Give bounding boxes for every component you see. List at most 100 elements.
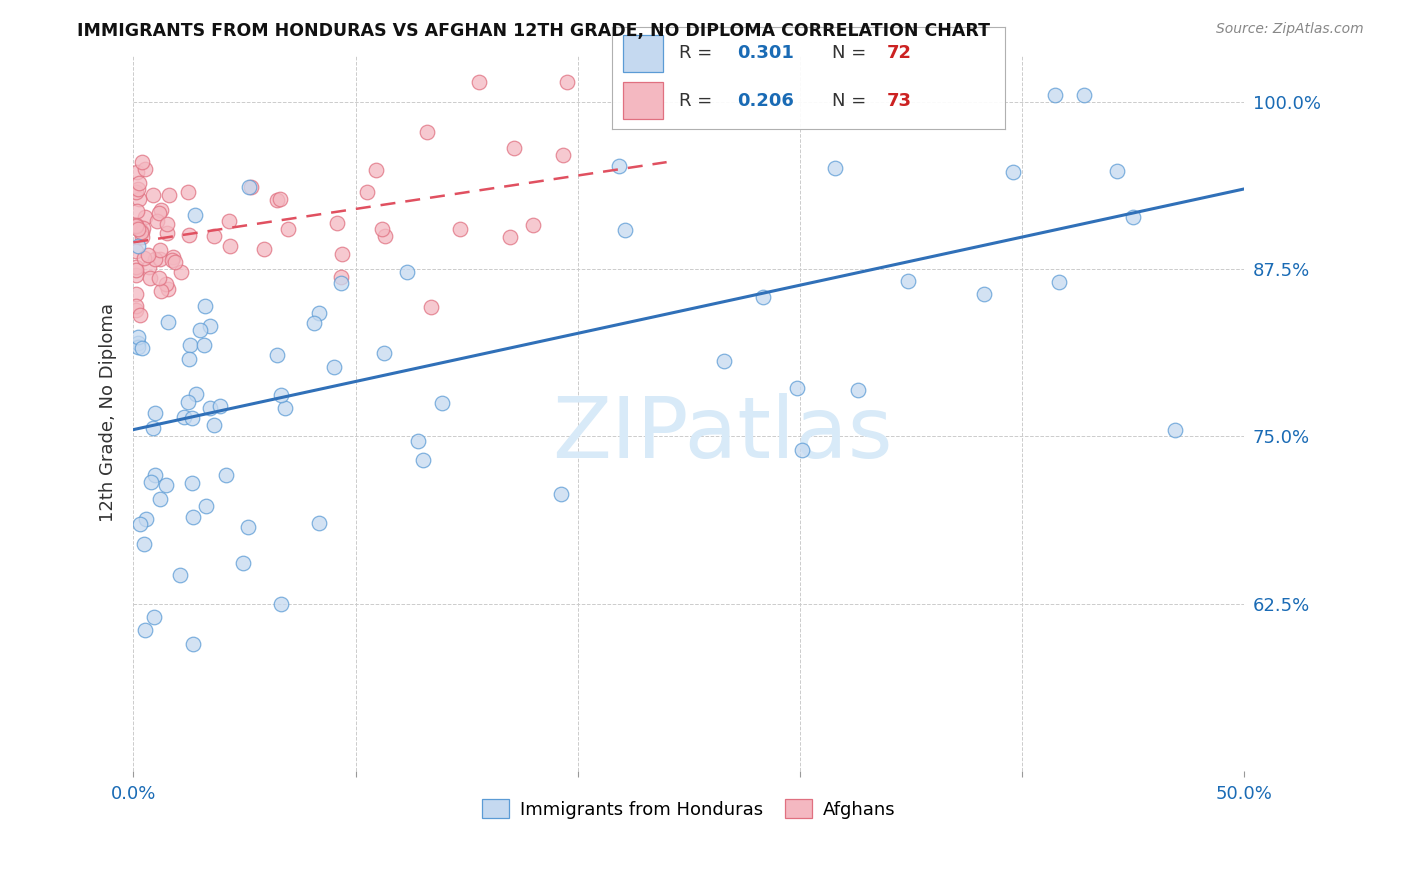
Point <box>179 337 201 351</box>
Point <box>125 263 148 277</box>
Point <box>156 282 179 296</box>
Point <box>786 381 808 395</box>
Point <box>1122 210 1144 224</box>
Point <box>184 386 207 401</box>
Point <box>239 180 262 194</box>
Point <box>266 193 288 207</box>
Point <box>139 271 162 285</box>
Point <box>751 289 773 303</box>
Legend: Immigrants from Honduras, Afghans: Immigrants from Honduras, Afghans <box>475 792 903 826</box>
Point <box>406 434 429 448</box>
Point <box>131 341 153 355</box>
Point <box>326 216 349 230</box>
Point <box>127 222 149 236</box>
Point <box>134 162 156 177</box>
Point <box>430 396 453 410</box>
Point <box>162 250 184 264</box>
Point <box>550 487 572 501</box>
Point <box>134 624 156 638</box>
Text: Source: ZipAtlas.com: Source: ZipAtlas.com <box>1216 22 1364 37</box>
Point <box>322 360 344 375</box>
Point <box>127 330 149 344</box>
Point <box>181 410 204 425</box>
Point <box>195 500 218 514</box>
Point <box>1164 423 1187 437</box>
Point <box>308 306 330 320</box>
Point <box>973 286 995 301</box>
Point <box>124 302 146 317</box>
Point <box>156 226 179 240</box>
Point <box>395 265 418 279</box>
Point <box>499 230 522 244</box>
Point <box>1045 88 1067 103</box>
Point <box>150 284 173 298</box>
Point <box>129 225 152 239</box>
Point <box>165 255 187 269</box>
Point <box>148 271 170 285</box>
Point <box>173 409 195 424</box>
Text: N =: N = <box>832 45 866 62</box>
Point <box>142 187 165 202</box>
Point <box>143 252 166 266</box>
Point <box>198 319 221 334</box>
Point <box>150 202 173 217</box>
Y-axis label: 12th Grade, No Diploma: 12th Grade, No Diploma <box>100 303 117 523</box>
Point <box>149 243 172 257</box>
Point <box>897 274 920 288</box>
Point <box>157 188 180 202</box>
Point <box>134 210 156 224</box>
Point <box>366 163 388 178</box>
Point <box>155 478 177 492</box>
Point <box>198 401 221 415</box>
Point <box>330 276 353 290</box>
Point <box>269 192 291 206</box>
Point <box>160 253 183 268</box>
Point <box>124 244 146 259</box>
Point <box>127 182 149 196</box>
Point <box>266 348 288 362</box>
Point <box>253 242 276 256</box>
Point <box>202 418 225 433</box>
Point <box>181 476 204 491</box>
Point <box>127 336 149 351</box>
Point <box>1105 163 1128 178</box>
Text: 0.206: 0.206 <box>738 92 794 110</box>
Point <box>143 468 166 483</box>
Point <box>551 148 574 162</box>
FancyBboxPatch shape <box>623 35 662 72</box>
Point <box>138 260 160 274</box>
Text: 0.301: 0.301 <box>738 45 794 62</box>
Point <box>136 248 159 262</box>
Point <box>129 308 152 322</box>
Point <box>184 208 207 222</box>
Point <box>169 568 191 582</box>
Text: N =: N = <box>832 92 866 110</box>
Point <box>135 512 157 526</box>
Point <box>308 516 330 530</box>
Point <box>124 287 146 301</box>
Point <box>170 265 193 279</box>
Point <box>125 219 148 233</box>
Text: R =: R = <box>679 45 711 62</box>
Point <box>374 228 396 243</box>
Point <box>148 205 170 219</box>
Point <box>131 225 153 239</box>
Point <box>149 252 172 267</box>
FancyBboxPatch shape <box>623 82 662 119</box>
Point <box>179 351 201 366</box>
Point <box>329 270 352 285</box>
Text: ZIPatlas: ZIPatlas <box>553 392 893 476</box>
Point <box>194 299 217 313</box>
Point <box>127 164 149 178</box>
Point <box>607 159 630 173</box>
Point <box>139 475 162 490</box>
Point <box>132 536 155 550</box>
Point <box>370 221 392 235</box>
Point <box>277 222 299 236</box>
Point <box>128 517 150 532</box>
Point <box>412 453 434 467</box>
Point <box>270 387 292 401</box>
Point <box>713 354 735 368</box>
Point <box>149 491 172 506</box>
Point <box>128 176 150 190</box>
